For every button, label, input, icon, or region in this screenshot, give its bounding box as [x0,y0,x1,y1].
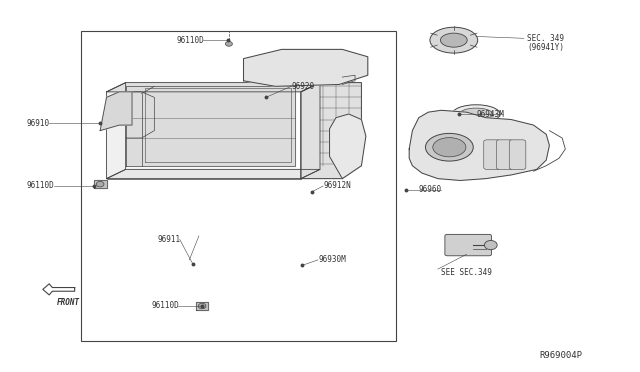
Text: 96110D: 96110D [151,301,179,311]
Text: SEE SEC.349: SEE SEC.349 [441,268,492,277]
Text: 96912N: 96912N [323,182,351,190]
Polygon shape [106,83,320,92]
Ellipse shape [225,41,232,46]
Polygon shape [106,83,125,179]
Ellipse shape [460,108,493,120]
Text: SEC. 349: SEC. 349 [527,34,564,43]
Ellipse shape [97,182,104,187]
Polygon shape [409,110,549,180]
Polygon shape [106,169,320,179]
Text: 96920: 96920 [291,82,314,91]
Text: 96910: 96910 [27,119,50,128]
Ellipse shape [433,138,466,157]
FancyBboxPatch shape [445,234,492,256]
FancyBboxPatch shape [497,140,513,169]
Text: R969004P: R969004P [540,351,583,360]
Text: (96941Y): (96941Y) [527,43,564,52]
Ellipse shape [430,27,477,53]
Text: 96943M: 96943M [476,109,504,119]
Ellipse shape [452,105,500,123]
Text: 96911: 96911 [157,235,180,244]
Ellipse shape [426,134,473,161]
Ellipse shape [484,240,497,250]
Ellipse shape [440,33,467,47]
Text: FRONT: FRONT [57,298,80,307]
Polygon shape [301,83,320,179]
Text: 96960: 96960 [419,185,442,194]
Polygon shape [125,86,294,166]
Text: 96110D: 96110D [177,36,204,45]
Polygon shape [244,49,368,86]
Polygon shape [196,302,209,310]
Polygon shape [301,83,362,179]
Polygon shape [330,114,366,179]
Polygon shape [100,92,132,131]
Bar [81,31,396,341]
Ellipse shape [198,303,206,309]
Text: 96930M: 96930M [318,255,346,264]
FancyBboxPatch shape [509,140,526,169]
FancyBboxPatch shape [484,140,500,169]
Text: 96110D: 96110D [27,182,54,190]
Polygon shape [94,180,106,188]
